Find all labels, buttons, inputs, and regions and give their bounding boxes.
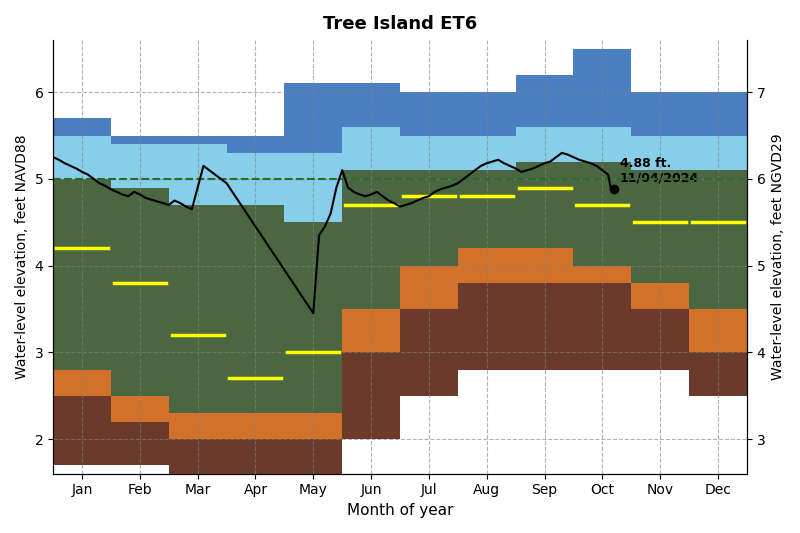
Bar <box>53 370 111 395</box>
Bar <box>400 265 458 309</box>
Bar <box>574 161 631 265</box>
Bar <box>516 127 574 161</box>
Bar <box>226 205 284 413</box>
Bar <box>516 283 574 370</box>
Bar <box>458 283 516 370</box>
Bar <box>516 248 574 283</box>
Text: 4.88 ft.
11/04/2024: 4.88 ft. 11/04/2024 <box>620 157 699 185</box>
Bar <box>458 135 516 170</box>
Bar <box>284 222 342 413</box>
Bar <box>284 84 342 153</box>
Bar <box>400 135 458 170</box>
Bar <box>226 413 284 439</box>
Bar <box>169 413 226 439</box>
Bar <box>53 118 111 135</box>
Bar <box>284 413 342 439</box>
Bar <box>284 153 342 222</box>
Bar <box>631 135 689 170</box>
Y-axis label: Water-level elevation, feet NGVD29: Water-level elevation, feet NGVD29 <box>771 134 785 380</box>
Bar <box>226 439 284 474</box>
Bar <box>53 135 111 179</box>
Bar <box>342 127 400 170</box>
Bar <box>631 92 689 135</box>
Bar <box>226 135 284 153</box>
Bar <box>631 170 689 283</box>
Bar <box>111 422 169 465</box>
Bar <box>574 127 631 161</box>
Bar <box>169 144 226 205</box>
Bar <box>574 49 631 127</box>
Bar <box>516 75 574 127</box>
Title: Tree Island ET6: Tree Island ET6 <box>323 15 477 33</box>
Bar <box>284 439 342 474</box>
Bar <box>689 170 747 309</box>
Bar <box>342 309 400 352</box>
Bar <box>516 161 574 248</box>
Bar <box>689 135 747 170</box>
Bar <box>631 309 689 370</box>
Bar <box>689 309 747 352</box>
Bar <box>689 352 747 395</box>
Bar <box>53 179 111 370</box>
Bar <box>53 395 111 465</box>
Bar <box>111 144 169 188</box>
Bar <box>342 170 400 309</box>
Bar <box>400 170 458 265</box>
Bar <box>574 265 631 283</box>
Bar <box>400 309 458 395</box>
Bar <box>458 170 516 248</box>
X-axis label: Month of year: Month of year <box>346 503 454 518</box>
Bar <box>169 205 226 413</box>
Bar <box>458 248 516 283</box>
Bar <box>169 439 226 474</box>
Bar <box>631 283 689 309</box>
Bar <box>111 135 169 144</box>
Bar <box>111 395 169 422</box>
Bar <box>458 92 516 135</box>
Bar <box>169 135 226 144</box>
Bar <box>689 92 747 135</box>
Bar <box>400 92 458 135</box>
Bar <box>226 153 284 205</box>
Y-axis label: Water-level elevation, feet NAVD88: Water-level elevation, feet NAVD88 <box>15 135 29 379</box>
Bar <box>111 188 169 395</box>
Bar <box>342 352 400 439</box>
Bar <box>574 283 631 370</box>
Bar <box>342 84 400 127</box>
